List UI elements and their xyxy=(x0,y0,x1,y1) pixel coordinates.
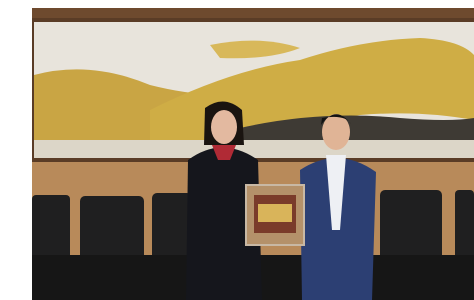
face xyxy=(211,110,237,144)
painting-water xyxy=(34,140,474,158)
chair xyxy=(455,190,474,266)
chair xyxy=(380,190,442,266)
scene xyxy=(32,8,474,300)
page xyxy=(0,0,474,300)
plaque xyxy=(246,185,304,245)
chair xyxy=(32,195,70,265)
photo xyxy=(0,0,474,300)
plaque-detail xyxy=(258,204,292,222)
face xyxy=(322,114,350,150)
